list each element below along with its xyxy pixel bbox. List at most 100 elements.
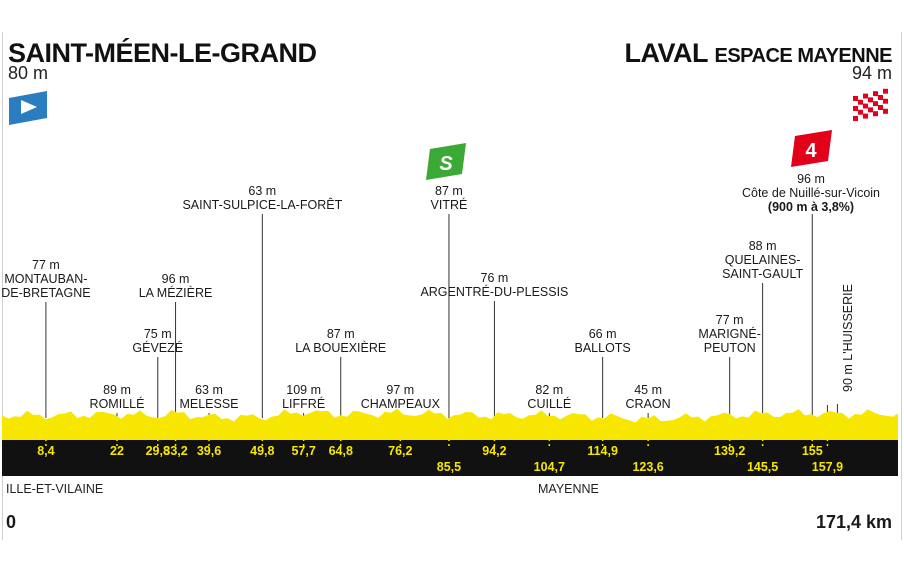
region-right: MAYENNE [538, 482, 599, 496]
finish-town-sub: ESPACE MAYENNE [714, 45, 893, 67]
checker-square [858, 104, 863, 110]
waypoint-label: 45 m CRAON [626, 383, 671, 411]
km-ticks [45, 420, 829, 446]
waypoint-label-line: 89 m [103, 383, 131, 397]
checker-square [863, 108, 868, 114]
checker-square [878, 95, 883, 100]
profile-frame [2, 32, 902, 540]
checker-square [878, 100, 883, 105]
waypoint-label-line: SAINT-GAULT [722, 267, 804, 281]
waypoint-label: 97 m CHAMPEAUX [361, 383, 440, 411]
waypoint-label: 63 m MELESSE [179, 383, 238, 411]
checker-square [868, 102, 873, 108]
distance-start: 0 [6, 512, 17, 532]
waypoint-label-line: QUELAINES- [724, 253, 801, 267]
checker-square [883, 88, 888, 94]
km-label: 64,8 [328, 444, 353, 458]
waypoint-label: 87 m VITRÉ [431, 184, 468, 212]
checker-square [883, 93, 888, 99]
leader-lines [45, 214, 838, 418]
km-label: 157,9 [811, 460, 844, 474]
checker-square [868, 92, 873, 98]
km-label: 123,6 [632, 460, 664, 474]
finish-altitude: 94 m [851, 63, 892, 83]
waypoint-label-line: 63 m [195, 383, 223, 397]
checker-square [853, 106, 858, 111]
checker-square [853, 116, 858, 121]
checker-square [863, 113, 868, 119]
waypoint-label-line: 87 m [326, 327, 355, 341]
waypoint-label: 77 m MARIGNÉ- PEUTON [698, 313, 761, 355]
waypoint-label: 89 m ROMILLÉ [90, 383, 145, 411]
checker-square [873, 96, 878, 102]
waypoint-label-line: 77 m [715, 313, 744, 327]
climb-category-badge-icon: 4 [791, 130, 832, 167]
waypoint-label-line: MONTAUBAN- [4, 272, 88, 286]
distance-total: 171,4 km [815, 512, 892, 532]
checker-square [873, 106, 878, 112]
km-label: 57,7 [291, 444, 316, 458]
km-label: 85,5 [436, 460, 462, 474]
km-label: 22 [110, 444, 124, 458]
waypoint-label: 63 m SAINT-SULPICE-LA-FORÊT [182, 184, 342, 212]
waypoint-label-line: LA MÉZIÈRE [138, 286, 213, 300]
waypoint-label-vertical: 90 m L'HUISSERIE [841, 284, 856, 392]
climb-altitude: 96 m [797, 172, 825, 186]
checker-square [868, 107, 873, 113]
waypoint-label-line: VITRÉ [430, 198, 468, 212]
waypoint-label-line: CRAON [625, 397, 671, 411]
km-label: 114,9 [587, 444, 618, 458]
waypoint-label-line: PEUTON [703, 341, 756, 355]
checker-square [883, 103, 888, 109]
checker-square [853, 111, 858, 116]
waypoint-label-line: 75 m [143, 327, 172, 341]
start-town: SAINT-MÉEN-LE-GRAND [8, 38, 317, 68]
checker-square [873, 91, 878, 97]
waypoint-label-line: 88 m [748, 239, 777, 253]
waypoint-label: 88 m QUELAINES- SAINT-GAULT [722, 239, 803, 281]
waypoint-label-line: MARIGNÉ- [698, 327, 761, 341]
checker-square [863, 93, 868, 99]
waypoint-label-line: GÉVEZÉ [132, 341, 184, 355]
elevation-area [2, 408, 898, 440]
checker-square [858, 114, 863, 120]
waypoint-label-line: 96 m [161, 272, 190, 286]
km-band [2, 440, 898, 476]
km-label: 94,2 [482, 444, 507, 458]
waypoint-label-line: 63 m [248, 184, 277, 198]
checker-square [868, 112, 873, 118]
checker-square [858, 99, 863, 105]
start-flag-icon [9, 91, 47, 125]
waypoint-label-line: MELESSE [179, 397, 239, 411]
km-label: 104,7 [533, 460, 565, 474]
waypoint-label-line: SAINT-SULPICE-LA-FORÊT [182, 198, 343, 212]
checker-square [858, 94, 863, 100]
checkered-flag-icon [853, 88, 888, 121]
checker-square [873, 101, 878, 107]
svg-text:4: 4 [805, 140, 817, 162]
waypoint-label-line: 82 m [535, 383, 564, 397]
waypoint-label-line: 97 m [386, 383, 415, 397]
waypoint-label: 82 m CUILLÉ [527, 383, 571, 411]
checker-square [858, 109, 863, 115]
waypoint-label: 96 m LA MÉZIÈRE [139, 272, 213, 300]
waypoint-label-line: DE-BRETAGNE [1, 286, 91, 300]
region-left: ILLE-ET-VILAINE [6, 482, 104, 496]
checker-square [878, 90, 883, 95]
checker-square [863, 98, 868, 104]
waypoint-label: 76 m ARGENTRÉ-DU-PLESSIS [420, 271, 568, 299]
waypoint-label-line: 77 m [32, 258, 60, 272]
km-label: 76,2 [388, 444, 413, 458]
km-label: 8,4 [37, 444, 55, 458]
finish-town: LAVAL ESPACE MAYENNE [624, 38, 892, 69]
waypoint-label-line: 76 m [480, 271, 509, 285]
waypoint-label: 75 m GÉVEZÉ [132, 327, 183, 355]
checker-square [873, 111, 878, 117]
waypoint-label: 87 m LA BOUEXIÈRE [295, 327, 386, 355]
sprint-badge-icon: S [426, 143, 466, 180]
start-altitude: 80 m [8, 63, 49, 83]
svg-text:S: S [439, 153, 453, 175]
checker-square [863, 103, 868, 109]
checker-square [853, 101, 858, 106]
waypoint-label-line: BALLOTS [574, 341, 631, 355]
